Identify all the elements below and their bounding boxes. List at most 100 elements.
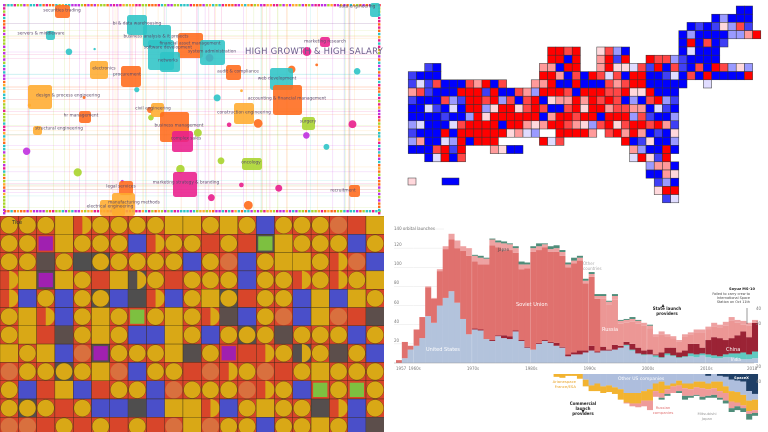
pivot-circle [0, 326, 18, 344]
frame-dot [3, 141, 6, 144]
frame-dot [212, 210, 215, 213]
pivot-circle [37, 399, 55, 417]
district-cell [735, 5, 745, 15]
district-cell [653, 104, 663, 113]
frame-dot [244, 210, 247, 213]
bar-other-us-companies [746, 391, 753, 401]
pivot-circle-orange [73, 344, 91, 362]
bar-russian-companies [740, 405, 747, 409]
frame-dot [260, 4, 263, 7]
bar-arianespace-france-esa [588, 385, 595, 392]
district-cell [514, 104, 524, 113]
frame-dot [378, 116, 381, 119]
frame-dot [301, 4, 304, 7]
pivot-circle [220, 417, 238, 432]
frame-dot [263, 4, 266, 7]
bar-soviet-union [454, 248, 461, 303]
district-cell [670, 95, 680, 105]
frame-dot [3, 84, 6, 87]
pivot-circle [146, 271, 165, 289]
district-cell [662, 71, 671, 81]
district-cell [588, 95, 598, 105]
district-cell [653, 63, 663, 72]
frame-dot [378, 112, 381, 116]
district-cell [678, 30, 688, 40]
pivot-circle [366, 362, 384, 381]
pivot-circle [128, 216, 146, 234]
district-cell [596, 120, 606, 130]
pivot-circle [219, 289, 238, 308]
y-tick-label: 100 [394, 261, 402, 267]
bar-other-us-companies [705, 375, 712, 384]
half-pivot [155, 289, 165, 308]
frame-dot [336, 210, 340, 213]
pivot-circle [238, 417, 256, 432]
frame-dot [3, 205, 6, 208]
bubble-dot [134, 87, 140, 93]
frame-dot [3, 176, 6, 180]
frame-dot [269, 210, 272, 213]
district-cell [653, 136, 663, 146]
field-blue [127, 362, 147, 381]
bar-other-countries [611, 296, 618, 300]
frame-dot [68, 4, 71, 7]
frame-dot [378, 64, 381, 68]
bar-japan [629, 317, 636, 319]
frame-dot [378, 80, 381, 84]
right-tick-label: 20 [756, 321, 762, 326]
frame-dot [3, 64, 6, 68]
pivot-circle [73, 289, 92, 308]
bar-other-us-companies [658, 374, 665, 382]
bar-other-countries [466, 248, 473, 256]
bar-japan [506, 243, 513, 245]
bar-arianespace-france-esa [594, 383, 601, 392]
frame-dot [378, 144, 381, 148]
field-grey [219, 307, 238, 326]
district-cell [424, 95, 434, 105]
district-cell [735, 30, 745, 40]
bar-arianespace-france-esa [571, 374, 578, 376]
district-cell [416, 136, 425, 146]
bar-china [623, 341, 630, 345]
bar-united-states [734, 358, 741, 363]
bar-other-us-companies [600, 374, 607, 387]
frame-dot [253, 4, 256, 7]
frame-dot [378, 42, 381, 45]
frame-dot [26, 4, 29, 7]
district-cell [432, 136, 442, 146]
bar-russian-companies [722, 393, 729, 401]
frame-dot [346, 210, 349, 213]
bar-arianespace-france-esa [728, 391, 735, 402]
field-blue [365, 252, 384, 272]
field-plot [109, 417, 129, 432]
bar-soviet-union [553, 251, 560, 343]
frame-dot [3, 192, 6, 196]
district-cell [670, 112, 680, 122]
frame-dot [378, 68, 381, 71]
district-cell [719, 63, 729, 72]
district-cell [514, 145, 524, 154]
bar-united-states [524, 347, 531, 363]
district-cell [506, 120, 516, 130]
frame-dot [3, 77, 6, 80]
field-yellow [274, 234, 293, 253]
bar-russian-companies [716, 391, 724, 398]
district-cell [457, 79, 466, 89]
district-cell [588, 71, 598, 81]
half-pivot [301, 270, 312, 290]
bar-united-states [670, 356, 677, 363]
frame-dot [173, 4, 176, 7]
district-cell [744, 63, 753, 72]
bubble-hr-management [79, 111, 91, 123]
field-grey [36, 252, 55, 271]
annotation-china: China [726, 347, 741, 353]
district-cell [629, 79, 639, 89]
field-yellow [201, 288, 220, 308]
bar-india [623, 344, 630, 346]
pivot-circle [348, 362, 366, 381]
district-cell [547, 79, 557, 89]
bubble-dot [353, 68, 361, 75]
bar-russian-companies [711, 388, 718, 395]
bubble-dot [275, 184, 283, 192]
district-cell [522, 95, 532, 105]
